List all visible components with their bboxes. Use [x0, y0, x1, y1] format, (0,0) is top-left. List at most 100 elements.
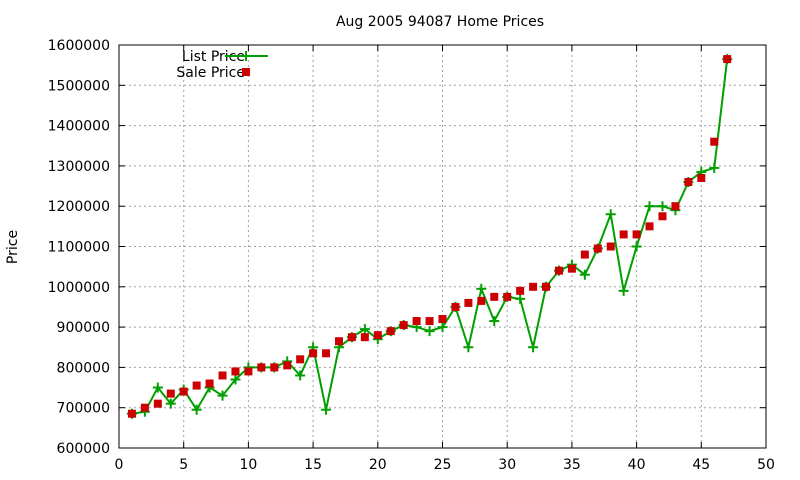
data-point: [295, 370, 306, 381]
data-point: [437, 322, 448, 333]
data-point: [631, 241, 642, 252]
x-tick-label: 0: [115, 457, 124, 473]
data-point: [605, 209, 616, 220]
data-point: [632, 230, 641, 239]
data-point: [529, 282, 538, 291]
data-point: [359, 324, 370, 335]
data-point: [697, 173, 706, 182]
x-tick-label: 15: [304, 457, 322, 473]
data-point: [490, 292, 499, 301]
data-point: [644, 201, 655, 212]
data-point: [489, 316, 500, 327]
plot-frame: [118, 44, 767, 449]
data-point: [723, 55, 732, 64]
x-tick-label: 50: [757, 457, 775, 473]
y-axis-label: Price: [5, 230, 21, 264]
data-point: [424, 326, 435, 337]
chart-title: Aug 2005 94087 Home Prices: [336, 14, 544, 30]
data-point: [386, 327, 395, 336]
data-point: [606, 242, 615, 251]
x-tick-label: 5: [179, 457, 188, 473]
data-point: [309, 349, 318, 358]
data-point: [619, 230, 628, 239]
data-point: [230, 374, 241, 385]
y-tick-label: 1300000: [48, 159, 110, 175]
data-point: [554, 266, 563, 275]
data-point: [710, 137, 719, 146]
data-point: [476, 283, 487, 294]
data-point: [477, 296, 486, 305]
data-point: [217, 390, 228, 401]
data-point: [399, 321, 408, 330]
data-point: [593, 244, 602, 253]
y-tick-label: 900000: [57, 320, 110, 336]
x-tick-label: 45: [692, 457, 710, 473]
data-point: [451, 302, 460, 311]
y-tick-label: 1000000: [48, 280, 110, 296]
data-point: [516, 286, 525, 295]
data-point: [684, 178, 693, 187]
series-layer: [126, 54, 733, 419]
legend-label: List Price: [182, 49, 245, 65]
x-tick-label: 20: [369, 457, 387, 473]
data-point: [360, 333, 369, 342]
y-tick-label: 800000: [57, 360, 110, 376]
data-point: [503, 292, 512, 301]
legend-marker: [241, 51, 251, 61]
data-point: [580, 250, 589, 259]
data-point: [567, 264, 576, 273]
data-point: [645, 222, 654, 231]
data-point: [153, 399, 162, 408]
data-point: [191, 404, 202, 415]
axis-ticks: 0 5 10 15 20 25 30 35 40 45 50 600000 700000 800000 90…: [48, 38, 775, 473]
data-point: [515, 293, 526, 304]
data-point: [152, 382, 163, 393]
y-tick-label: 1500000: [48, 78, 110, 94]
data-point: [322, 349, 331, 358]
series-list-price: [126, 54, 733, 419]
data-point: [709, 162, 720, 173]
data-point: [334, 337, 343, 346]
data-point: [179, 387, 188, 396]
data-point: [244, 367, 253, 376]
data-point: [127, 409, 136, 418]
x-tick-label: 30: [498, 457, 516, 473]
data-point: [464, 298, 473, 307]
data-point: [671, 202, 680, 211]
data-point: [270, 363, 279, 372]
grid: [119, 45, 766, 448]
y-tick-label: 1100000: [48, 240, 110, 256]
data-point: [528, 342, 539, 353]
data-point: [438, 315, 447, 324]
data-point: [658, 212, 667, 221]
legend-label: Sale Price: [176, 65, 245, 81]
data-point: [296, 355, 305, 364]
y-tick-label: 1200000: [48, 199, 110, 215]
data-point: [463, 342, 474, 353]
data-point: [321, 404, 332, 415]
data-point: [618, 285, 629, 296]
data-point: [542, 282, 551, 291]
data-point: [347, 333, 356, 342]
data-point: [257, 363, 266, 372]
y-tick-label: 1400000: [48, 119, 110, 135]
data-point: [218, 371, 227, 380]
x-tick-label: 25: [434, 457, 452, 473]
x-tick-label: 10: [239, 457, 257, 473]
data-point: [205, 379, 214, 388]
data-point: [166, 389, 175, 398]
data-point: [425, 317, 434, 326]
y-tick-label: 1600000: [48, 38, 110, 54]
data-point: [140, 403, 149, 412]
y-tick-label: 700000: [57, 401, 110, 417]
data-point: [412, 317, 421, 326]
series-sale-price: [127, 55, 732, 418]
data-point: [283, 361, 292, 370]
x-tick-label: 35: [563, 457, 581, 473]
data-point: [579, 269, 590, 280]
data-point: [373, 331, 382, 340]
y-tick-label: 600000: [57, 441, 110, 457]
data-point: [657, 201, 668, 212]
